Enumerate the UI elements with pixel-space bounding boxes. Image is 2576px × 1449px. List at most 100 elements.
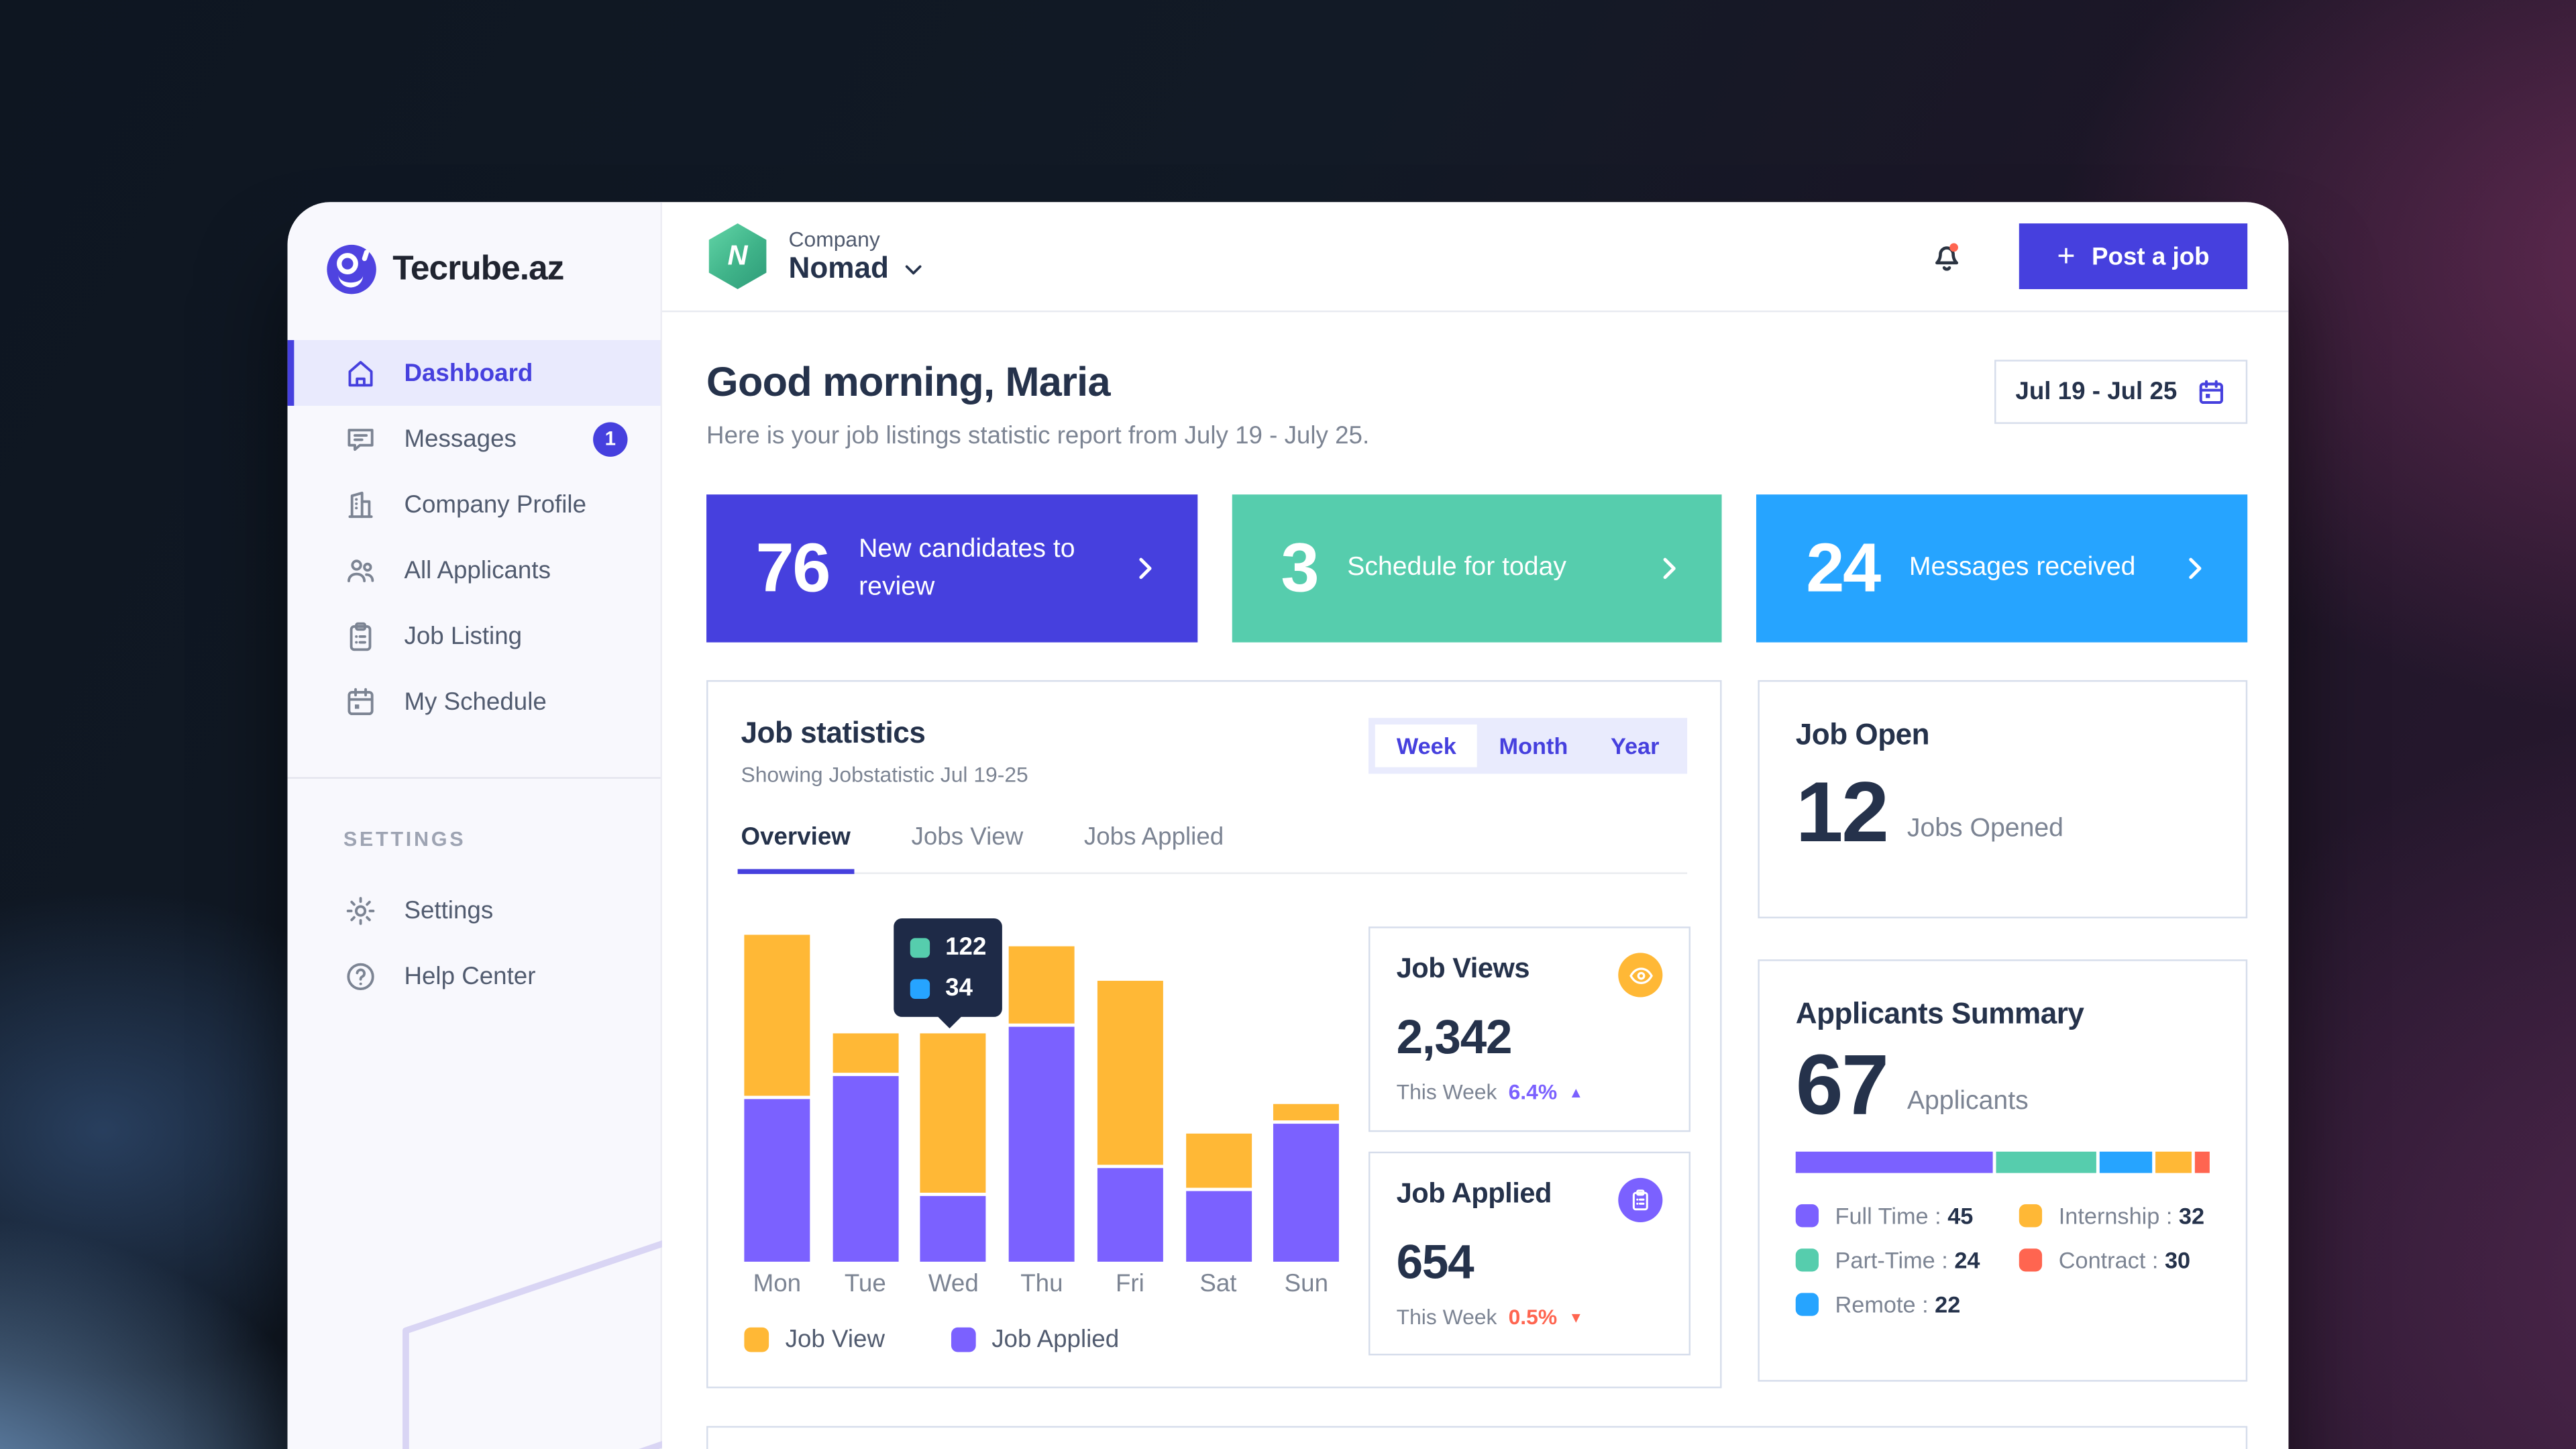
settings-section-label: SETTINGS — [343, 828, 466, 851]
bar-wed[interactable] — [920, 1033, 987, 1262]
bar-fri[interactable] — [1097, 981, 1163, 1262]
nav-label: Job Listing — [404, 621, 523, 650]
stat-label: Schedule for today — [1347, 554, 1566, 582]
distribution-segment-internship — [2155, 1151, 2193, 1173]
bar-segment-job-view — [1008, 946, 1075, 1024]
sidebar-item-all-applicants[interactable]: All Applicants — [288, 537, 661, 603]
main-nav: Dashboard Messages 1 Company Profile All … — [287, 339, 661, 735]
applicants-distribution-bar — [1795, 1151, 2210, 1173]
bar-segment-job-applied — [1185, 1191, 1251, 1262]
x-axis-label-tue: Tue — [844, 1270, 886, 1298]
legend-swatch-icon — [1795, 1203, 1819, 1227]
statistics-tabs: Overview Jobs View Jobs Applied — [737, 822, 1688, 874]
nav-label: Company Profile — [404, 490, 587, 519]
nav-label: My Schedule — [404, 687, 547, 716]
message-icon — [343, 421, 378, 455]
home-icon — [343, 356, 378, 390]
legend-label: Job View — [785, 1326, 885, 1354]
eye-icon — [1618, 953, 1663, 998]
applicants-summary-card: Applicants Summary 67 Applicants Full Ti… — [1758, 959, 2248, 1382]
legend-swatch-icon — [1795, 1292, 1819, 1316]
tab-jobs-view[interactable]: Jobs View — [911, 822, 1024, 851]
distribution-segment-part-time — [1996, 1151, 2097, 1173]
bar-tue[interactable] — [832, 1033, 898, 1262]
bar-sat[interactable] — [1185, 1133, 1251, 1262]
company-switcher[interactable]: N Company Nomad — [706, 223, 925, 290]
date-range-picker[interactable]: Jul 19 - Jul 25 — [1994, 360, 2248, 424]
bar-segment-job-applied — [1008, 1026, 1075, 1262]
stat-card-schedule-for-today[interactable]: 3 Schedule for today — [1231, 494, 1723, 643]
bar-mon[interactable] — [744, 934, 810, 1262]
legend-item-job-view: Job View — [744, 1326, 885, 1354]
nav-label: Dashboard — [404, 359, 533, 387]
x-axis-label-sat: Sat — [1199, 1270, 1237, 1298]
distribution-segment-contract — [2195, 1151, 2210, 1173]
stat-cards-row: 76 New candidates to review 3 Schedule f… — [706, 494, 2248, 643]
x-axis-label-fri: Fri — [1115, 1270, 1144, 1298]
legend-label: Job Applied — [991, 1326, 1120, 1354]
bar-segment-job-applied — [832, 1076, 898, 1262]
sidebar-item-dashboard[interactable]: Dashboard — [287, 339, 661, 406]
summary-legend-label: Full Time : 45 — [1835, 1202, 1974, 1229]
job-applied-value: 654 — [1396, 1237, 1474, 1290]
bar-thu[interactable] — [1008, 946, 1075, 1262]
tooltip-swatch-icon — [910, 937, 931, 957]
x-axis-label-sun: Sun — [1284, 1270, 1329, 1298]
legend-swatch-icon — [2019, 1248, 2043, 1272]
tooltip-row: 122 — [910, 933, 1003, 961]
bar-segment-job-view — [920, 1033, 987, 1193]
sidebar-item-my-schedule[interactable]: My Schedule — [288, 669, 661, 735]
tab-jobs-applied[interactable]: Jobs Applied — [1083, 822, 1224, 851]
post-a-job-button[interactable]: + Post a job — [2019, 223, 2248, 290]
x-axis-label-wed: Wed — [928, 1270, 979, 1298]
delta-up-icon: ▲ — [1568, 1083, 1584, 1100]
sidebar-item-messages[interactable]: Messages 1 — [288, 406, 661, 472]
bar-segment-job-view — [1097, 981, 1163, 1165]
company-logo-icon: N — [708, 223, 767, 290]
range-option-year[interactable]: Year — [1610, 733, 1660, 759]
tooltip-value: 122 — [945, 933, 987, 961]
stat-value: 76 — [755, 529, 831, 606]
range-option-month[interactable]: Month — [1499, 733, 1568, 759]
job-open-card: Job Open 12 Jobs Opened — [1758, 680, 2248, 918]
nav-label: Help Center — [404, 961, 536, 990]
chevron-right-icon — [2178, 552, 2211, 585]
bar-sun[interactable] — [1273, 1104, 1340, 1262]
range-toggle: Week Month Year — [1368, 718, 1688, 774]
job-applied-period: This Week — [1396, 1304, 1497, 1330]
stat-card-new-candidates-to-review[interactable]: 76 New candidates to review — [706, 494, 1197, 643]
stacked-bar-chart — [741, 896, 1365, 1262]
chevron-right-icon — [1654, 552, 1686, 585]
nav-label: Settings — [404, 896, 494, 924]
stat-value: 3 — [1281, 529, 1319, 606]
topbar: N Company Nomad — [661, 202, 2289, 313]
summary-legend-internship: Internship : 32 — [2019, 1202, 2210, 1228]
sidebar-item-job-listing[interactable]: Job Listing — [288, 603, 661, 669]
stat-card-messages-received[interactable]: 24 Messages received — [1756, 494, 2248, 643]
legend-swatch-icon — [1795, 1248, 1819, 1272]
gear-icon — [343, 893, 378, 927]
nav-label: All Applicants — [404, 555, 551, 584]
settings-nav: Settings Help Center — [288, 877, 661, 1009]
job-open-value: 12 — [1795, 765, 1889, 861]
applicants-legend: Full Time : 45 Part-Time : 24 Remote : 2… — [1795, 1202, 2210, 1318]
bar-segment-job-applied — [744, 1099, 810, 1262]
chart-tooltip: 122 34 — [894, 918, 1003, 1029]
chevron-down-icon[interactable] — [902, 257, 925, 280]
sidebar-item-help-center[interactable]: Help Center — [288, 943, 661, 1009]
tab-overview[interactable]: Overview — [737, 823, 854, 874]
x-axis-label-mon: Mon — [753, 1270, 802, 1298]
job-applied-card: Job Applied 654 This Week — [1368, 1151, 1691, 1356]
bar-segment-job-applied — [1097, 1168, 1163, 1262]
legend-swatch-icon — [2019, 1203, 2043, 1227]
sidebar-item-settings[interactable]: Settings — [288, 877, 661, 943]
notifications-bell-icon[interactable] — [1927, 237, 1967, 276]
people-icon — [343, 553, 378, 587]
job-views-period: This Week — [1396, 1079, 1497, 1104]
sidebar-item-company-profile[interactable]: Company Profile — [288, 472, 661, 537]
legend-item-job-applied: Job Applied — [950, 1326, 1120, 1354]
delta-down-icon: ▼ — [1568, 1308, 1584, 1326]
range-option-week[interactable]: Week — [1375, 724, 1478, 767]
job-views-value: 2,342 — [1396, 1012, 1513, 1065]
